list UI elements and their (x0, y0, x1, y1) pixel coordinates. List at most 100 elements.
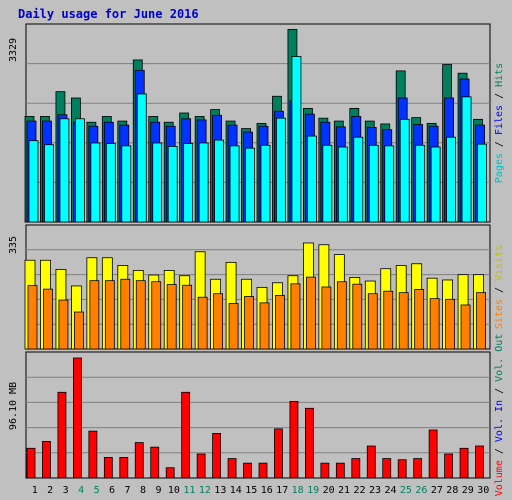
sites-bar-18 (290, 283, 301, 350)
volume-bar-6 (103, 457, 113, 479)
legend-entry-visits: Visits (494, 245, 505, 281)
sites-bar-1 (27, 285, 38, 350)
x-tick-label-16: 16 (261, 485, 273, 496)
pages-bar-12 (198, 142, 209, 223)
legends: Pages / Files / Hits Sites / Visits Volume… (494, 63, 505, 497)
x-tick-label-22: 22 (354, 485, 366, 496)
x-tick-label-2: 2 (47, 485, 53, 496)
legend-entry-volume: Volume (494, 460, 505, 496)
volume-bar-22 (351, 458, 361, 479)
pages-bar-1 (28, 140, 39, 223)
volume-bar-25 (397, 459, 407, 479)
sites-bar-22 (352, 283, 363, 350)
sites-bar-29 (460, 304, 471, 350)
x-tick-label-20: 20 (323, 485, 335, 496)
sites-bar-21 (336, 281, 347, 350)
chart-frame (25, 23, 491, 479)
sites-bar-8 (135, 280, 146, 350)
sites-bar-3 (58, 299, 69, 350)
sites-bar-12 (197, 296, 208, 350)
legend-entry-vol-out: Vol. Out (494, 334, 505, 382)
y-max-label-2: 335 (8, 236, 19, 254)
pages-bar-9 (152, 142, 163, 223)
volume-bar-30 (475, 445, 484, 479)
legend-entry-pages: Pages (494, 153, 505, 183)
pages-bar-26 (415, 144, 426, 223)
pages-bar-29 (461, 96, 472, 223)
legend-separator: / (494, 442, 505, 460)
volume-bar-20 (320, 462, 330, 479)
x-tick-label-27: 27 (431, 485, 443, 496)
x-tick-label-21: 21 (338, 485, 350, 496)
chart-title: Daily usage for June 2016 (18, 7, 199, 21)
legend-separator: / (494, 382, 505, 400)
sites-bar-30 (476, 292, 486, 350)
sites-bar-10 (166, 284, 177, 350)
sites-bar-15 (244, 296, 254, 350)
pages-bar-14 (229, 145, 240, 223)
volume-bar-3 (57, 391, 67, 479)
volume-bar-10 (165, 467, 175, 479)
legend-separator: / (494, 135, 505, 153)
volume-bar-23 (366, 445, 376, 479)
pages-bar-23 (368, 144, 379, 223)
x-tick-label-8: 8 (140, 485, 146, 496)
sites-bar-26 (414, 289, 425, 350)
sites-bar-6 (104, 280, 115, 350)
volume-bar-14 (227, 458, 237, 479)
sites-bar-25 (398, 292, 409, 350)
volume-bar-27 (428, 429, 438, 479)
x-tick-label-1: 1 (32, 485, 38, 496)
x-tick-label-13: 13 (214, 485, 226, 496)
y-max-label-1: 3329 (8, 38, 19, 62)
legend-2: Sites / Visits (494, 245, 505, 329)
legend-separator: / (494, 281, 505, 299)
legend-separator: / (494, 87, 505, 105)
x-tick-label-14: 14 (230, 485, 242, 496)
volume-bar-18 (289, 401, 299, 479)
x-tick-label-12: 12 (199, 485, 211, 496)
volume-bar-19 (304, 407, 314, 479)
pages-bar-28 (446, 136, 457, 223)
pages-bar-17 (276, 117, 286, 223)
sites-bar-24 (383, 290, 394, 350)
pages-bar-22 (353, 136, 364, 223)
legend-entry-files: Files (494, 105, 505, 135)
pages-bar-15 (245, 147, 255, 223)
legend-entry-hits: Hits (494, 63, 505, 87)
volume-panel (26, 357, 484, 479)
pages-bar-11 (183, 143, 194, 223)
volume-bar-5 (88, 430, 98, 479)
legend-entry-vol-in: Vol. In (494, 400, 505, 442)
pages-bar-21 (337, 146, 348, 223)
volume-bar-24 (382, 458, 392, 479)
x-tick-label-15: 15 (245, 485, 257, 496)
x-tick-label-18: 18 (292, 485, 304, 496)
volume-bar-29 (459, 447, 469, 479)
volume-bar-15 (243, 462, 252, 479)
sites-bar-27 (429, 298, 440, 350)
volume-bar-9 (150, 446, 160, 479)
x-tick-label-5: 5 (94, 485, 100, 496)
pages-bar-30 (477, 143, 487, 223)
sites-bar-4 (74, 311, 84, 350)
pages-bar-4 (75, 118, 85, 223)
volume-bar-12 (196, 453, 206, 479)
x-tick-label-26: 26 (415, 485, 427, 496)
x-tick-label-25: 25 (400, 485, 412, 496)
pages-bar-20 (322, 144, 333, 223)
sites-bar-2 (43, 288, 53, 350)
x-tick-label-24: 24 (384, 485, 396, 496)
sites-bar-20 (321, 286, 332, 350)
sites-bar-23 (367, 293, 378, 350)
sites-bar-16 (259, 302, 270, 350)
x-tick-label-28: 28 (446, 485, 458, 496)
x-tick-label-10: 10 (168, 485, 180, 496)
volume-bar-4 (73, 357, 82, 479)
legend-entry-sites: Sites (494, 299, 505, 329)
sites-bar-5 (89, 280, 100, 350)
pages-bar-2 (44, 144, 54, 223)
volume-bar-2 (42, 441, 51, 479)
x-axis-labels: 1 2 3 4 5 6 7 8 9 10 11 12 13 14 15 16 17 18 19 20 21 22 23 24 2… (32, 485, 490, 496)
